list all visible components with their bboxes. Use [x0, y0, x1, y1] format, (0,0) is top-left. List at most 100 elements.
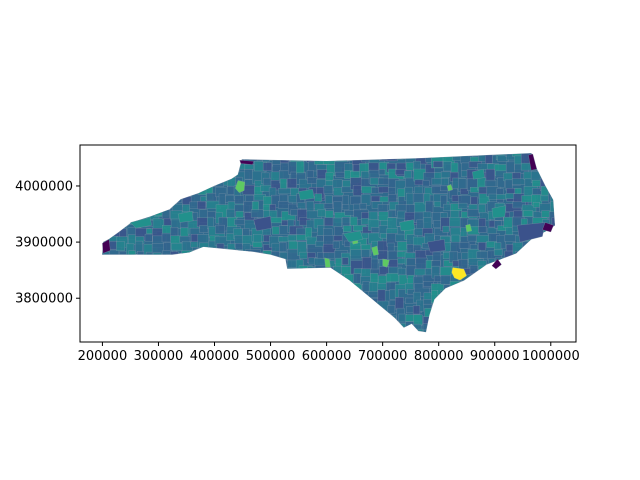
- census-tract: [387, 242, 395, 252]
- census-tract: [199, 225, 209, 233]
- y-tick-label: 3900000: [15, 236, 73, 251]
- census-tract: [450, 241, 461, 253]
- census-tract: [458, 202, 468, 209]
- census-tract: [342, 204, 350, 211]
- census-tract: [370, 273, 379, 283]
- highlighted-tract-13: [298, 189, 315, 201]
- census-tract: [532, 202, 540, 208]
- census-tract: [299, 251, 308, 259]
- census-tract: [478, 242, 486, 251]
- census-tract: [353, 203, 361, 211]
- highlighted-tract-18: [102, 239, 111, 254]
- census-tract: [341, 257, 349, 265]
- census-tract: [425, 200, 434, 213]
- census-tract: [405, 162, 415, 171]
- census-tract: [397, 267, 406, 276]
- x-tick-label: 500000: [246, 349, 296, 364]
- census-tract: [440, 178, 449, 187]
- x-tick-label: 800000: [414, 349, 464, 364]
- census-tract: [306, 201, 315, 212]
- x-tick-label: 600000: [302, 349, 352, 364]
- census-tract: [206, 192, 217, 202]
- census-tract: [416, 328, 424, 332]
- census-tract: [307, 177, 318, 184]
- census-tract: [422, 180, 430, 187]
- census-tract: [361, 249, 370, 259]
- census-tract: [344, 210, 355, 216]
- census-tract: [404, 170, 412, 180]
- census-tract: [485, 168, 495, 182]
- highlighted-tract-14: [399, 219, 415, 232]
- census-tract: [378, 169, 386, 176]
- census-tract: [487, 227, 497, 235]
- census-tract: [250, 209, 265, 218]
- census-tract: [412, 305, 421, 315]
- x-tick-label: 1000000: [522, 349, 580, 364]
- census-tract: [332, 217, 342, 228]
- census-tract: [470, 196, 478, 205]
- x-tick-label: 900000: [470, 349, 520, 364]
- census-tract: [523, 210, 533, 217]
- highlighted-tract-10: [130, 217, 152, 229]
- census-tract: [368, 211, 378, 221]
- census-tract: [215, 224, 225, 234]
- census-tract: [323, 203, 334, 209]
- x-tick-label: 700000: [358, 349, 408, 364]
- census-tract: [478, 226, 487, 233]
- census-tract: [279, 242, 287, 252]
- highlighted-tract-16: [253, 216, 272, 232]
- census-tract: [378, 177, 390, 185]
- census-tract: [377, 289, 386, 302]
- census-tract: [386, 282, 397, 291]
- census-tract: [416, 299, 424, 312]
- highlighted-tract-20: [528, 153, 537, 171]
- census-tract: [252, 241, 263, 248]
- census-tract: [341, 186, 353, 193]
- census-tract: [532, 179, 542, 187]
- highlighted-tract-0: [451, 267, 467, 281]
- census-tract: [413, 314, 423, 326]
- highlighted-tracts-layer: [102, 153, 554, 281]
- census-tract: [279, 178, 287, 190]
- census-tract: [550, 193, 555, 207]
- census-tract: [478, 204, 486, 214]
- census-tract: [488, 193, 498, 200]
- census-tract: [387, 305, 396, 314]
- highlighted-tract-15: [517, 222, 546, 243]
- x-tick-label: 400000: [190, 349, 240, 364]
- census-tract: [144, 233, 153, 242]
- highlighted-tract-8: [343, 230, 364, 243]
- census-tract: [433, 161, 443, 168]
- census-tract: [370, 258, 379, 271]
- census-tract: [505, 227, 514, 236]
- census-tract: [460, 188, 469, 195]
- census-tract: [234, 219, 246, 226]
- census-tract: [244, 169, 253, 180]
- census-tract: [386, 273, 400, 282]
- census-tract: [235, 211, 244, 218]
- census-tract: [395, 297, 404, 310]
- highlighted-tract-12: [491, 205, 507, 219]
- census-tract: [287, 178, 297, 189]
- census-tract: [443, 161, 452, 172]
- census-tract: [485, 154, 493, 164]
- highlighted-tract-22: [542, 222, 554, 233]
- highlighted-tract-17: [427, 239, 446, 253]
- highlighted-tract-19: [491, 258, 502, 270]
- census-tract: [414, 268, 426, 276]
- census-tract: [353, 273, 361, 284]
- census-tract: [551, 217, 555, 229]
- x-axis: 200000 300000 400000 500000 600000 700000 8000…: [78, 342, 580, 364]
- census-tract: [493, 249, 503, 256]
- census-tract: [512, 178, 526, 185]
- census-tract: [272, 226, 280, 235]
- census-tract: [350, 216, 358, 226]
- census-tract: [332, 240, 340, 249]
- census-tract: [350, 195, 362, 205]
- census-tract: [458, 242, 470, 249]
- highlighted-tract-5: [465, 223, 472, 233]
- highlighted-tract-9: [177, 211, 194, 223]
- census-tract: [234, 195, 245, 205]
- highlighted-tract-21: [239, 160, 254, 165]
- highlighted-tract-11: [472, 168, 485, 180]
